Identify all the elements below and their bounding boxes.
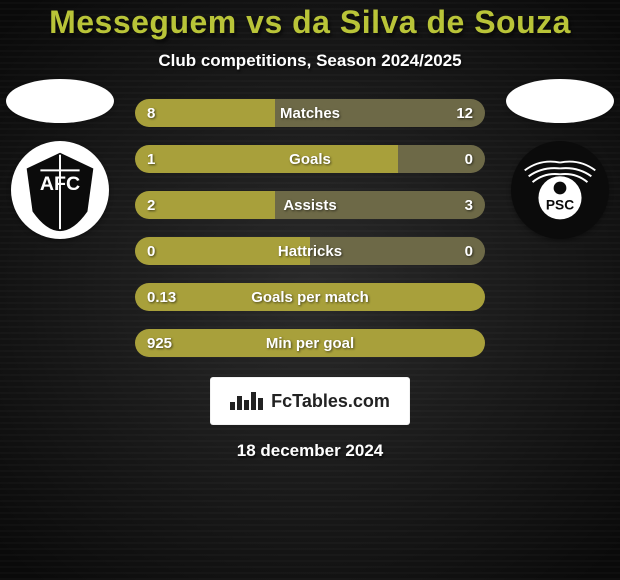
stat-seg-right	[310, 237, 485, 265]
svg-text:PSC: PSC	[546, 198, 574, 213]
stat-value-right: 0	[465, 237, 473, 265]
stat-value-left: 8	[147, 99, 155, 127]
footer-date: 18 december 2024	[237, 441, 384, 461]
comparison-area: AFC 812Matches10Goals23Assists00Hattrick…	[0, 99, 620, 357]
brand-attribution: FcTables.com	[210, 377, 410, 425]
svg-text:AFC: AFC	[40, 173, 80, 195]
stat-value-right: 12	[456, 99, 473, 127]
stat-seg-left	[135, 191, 275, 219]
brand-suffix: Tables.com	[292, 391, 390, 411]
stat-seg-right	[275, 99, 485, 127]
stat-value-left: 0	[147, 237, 155, 265]
brand-prefix: Fc	[271, 391, 292, 411]
stat-row: 925Min per goal	[135, 329, 485, 357]
player-right-column: PSC	[500, 79, 620, 239]
stat-value-right: 0	[465, 145, 473, 173]
card-content: Messeguem vs da Silva de Souza Club comp…	[0, 0, 620, 580]
stat-row: 00Hattricks	[135, 237, 485, 265]
player-left-column: AFC	[0, 79, 120, 239]
chart-icon	[230, 392, 263, 410]
stat-row: 23Assists	[135, 191, 485, 219]
stat-seg-left	[135, 145, 398, 173]
stat-value-right: 3	[465, 191, 473, 219]
stat-row: 812Matches	[135, 99, 485, 127]
stat-seg-left	[135, 237, 310, 265]
stat-value-left: 2	[147, 191, 155, 219]
page-subtitle: Club competitions, Season 2024/2025	[158, 51, 461, 71]
stat-row: 10Goals	[135, 145, 485, 173]
stat-row: 0.13Goals per match	[135, 283, 485, 311]
stat-seg-left	[135, 99, 275, 127]
stat-seg-left	[135, 329, 485, 357]
stat-bars: 812Matches10Goals23Assists00Hattricks0.1…	[135, 99, 485, 357]
club-badge-right: PSC	[511, 141, 609, 239]
player-right-portrait-placeholder	[506, 79, 614, 123]
stat-value-left: 1	[147, 145, 155, 173]
club-badge-left: AFC	[11, 141, 109, 239]
stat-value-left: 0.13	[147, 283, 176, 311]
stat-seg-left	[135, 283, 485, 311]
stat-seg-right	[275, 191, 485, 219]
player-left-portrait-placeholder	[6, 79, 114, 123]
page-title: Messeguem vs da Silva de Souza	[49, 4, 571, 41]
stat-value-left: 925	[147, 329, 172, 357]
brand-text: FcTables.com	[271, 391, 390, 412]
